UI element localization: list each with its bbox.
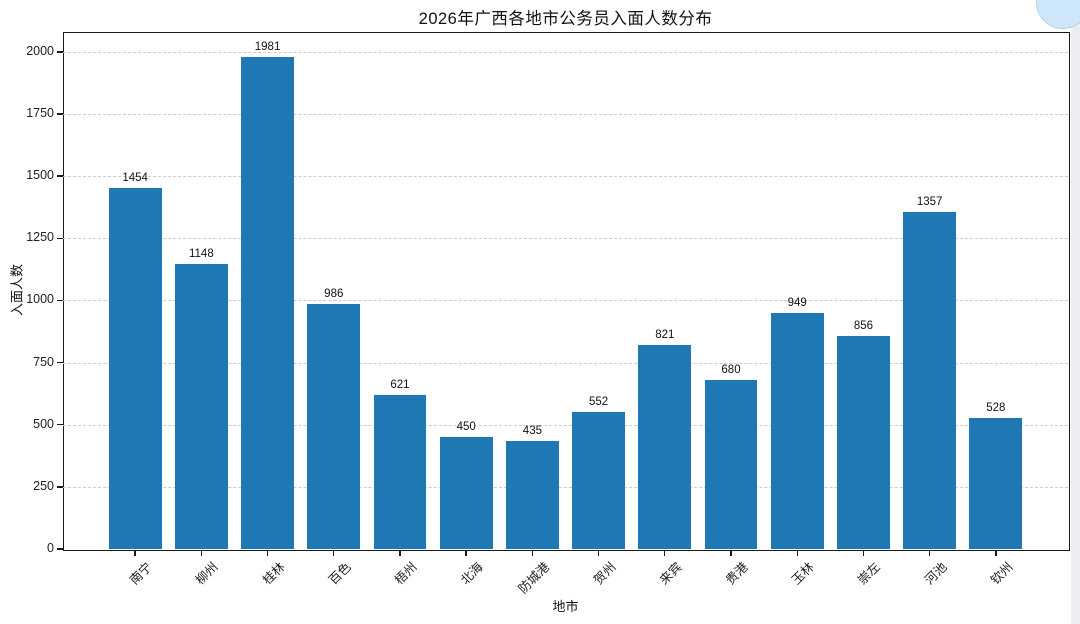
- y-axis-label: 入面人数: [9, 263, 25, 317]
- y-tick-mark: [57, 486, 63, 488]
- x-tick-label: 玉林: [789, 559, 817, 588]
- x-tick-label: 北海: [458, 559, 486, 588]
- bar-钦州: [969, 417, 1023, 549]
- bar-value-label: 435: [522, 424, 542, 437]
- bar-桂林: [241, 56, 295, 549]
- y-tick-label: 250: [33, 478, 54, 493]
- y-tick-mark: [57, 424, 63, 426]
- bar-梧州: [373, 394, 427, 549]
- x-tick-mark: [597, 550, 600, 556]
- bar-河池: [903, 211, 957, 549]
- x-axis-label: 地市: [552, 599, 579, 614]
- y-tick-mark: [57, 51, 63, 53]
- y-tick-label: 1500: [26, 168, 54, 183]
- bar-贵港: [704, 379, 758, 549]
- chart-title: 2026年广西各地市公务员入面人数分布: [418, 10, 713, 28]
- gridline: [63, 424, 1068, 426]
- y-tick-label: 500: [33, 416, 54, 431]
- x-tick-mark: [928, 550, 931, 556]
- x-tick-mark: [995, 550, 997, 556]
- y-tick-label: 1250: [26, 230, 54, 245]
- y-tick-mark: [57, 113, 63, 115]
- gridline: [63, 362, 1068, 364]
- bar-value-label: 450: [456, 421, 476, 434]
- bar-value-label: 621: [390, 378, 410, 391]
- bar-value-label: 949: [787, 297, 807, 310]
- y-tick-mark: [57, 299, 63, 302]
- bar-崇左: [836, 336, 890, 549]
- bar-南宁: [108, 187, 162, 549]
- gridline: [63, 300, 1068, 302]
- bar-value-label: 1981: [254, 40, 281, 53]
- y-tick-label: 2000: [26, 43, 54, 58]
- x-tick-label: 柳州: [193, 559, 222, 588]
- bar-value-label: 1454: [122, 171, 148, 184]
- page-edge-strip: [1071, 0, 1080, 624]
- x-tick-label: 梧州: [392, 559, 420, 588]
- bar-value-label: 1148: [188, 247, 214, 260]
- bar-贺州: [572, 411, 626, 549]
- plot-area: [63, 32, 1070, 551]
- y-tick-mark: [57, 175, 63, 177]
- bar-防城港: [505, 440, 559, 549]
- bar-value-label: 986: [324, 287, 344, 300]
- x-tick-label: 防城港: [515, 559, 553, 597]
- x-tick-label: 钦州: [987, 559, 1016, 588]
- x-tick-mark: [531, 550, 534, 556]
- gridline: [63, 238, 1068, 240]
- x-tick-mark: [266, 550, 269, 556]
- x-tick-mark: [333, 550, 335, 556]
- x-tick-label: 崇左: [855, 559, 884, 588]
- gridline: [63, 114, 1068, 116]
- bar-value-label: 680: [721, 363, 741, 376]
- y-tick-label: 750: [33, 354, 54, 369]
- gridline: [63, 486, 1068, 488]
- bar-value-label: 821: [655, 328, 675, 341]
- bar-value-label: 1357: [916, 195, 943, 208]
- x-tick-mark: [200, 550, 203, 556]
- x-tick-mark: [465, 550, 467, 556]
- x-tick-label: 来宾: [656, 559, 685, 588]
- bar-玉林: [770, 313, 824, 549]
- y-tick-mark: [57, 237, 63, 239]
- x-tick-label: 贵港: [723, 559, 751, 588]
- gridline: [63, 51, 1068, 53]
- x-tick-mark: [664, 550, 666, 556]
- x-tick-mark: [399, 550, 401, 556]
- x-tick-mark: [730, 550, 732, 556]
- gridline: [63, 176, 1068, 178]
- y-tick-mark: [57, 361, 63, 364]
- y-tick-label: 1750: [26, 106, 54, 121]
- bar-来宾: [638, 344, 692, 549]
- y-tick-label: 1000: [26, 292, 54, 307]
- bar-百色: [307, 303, 361, 549]
- x-tick-label: 南宁: [127, 559, 155, 588]
- x-tick-mark: [134, 550, 136, 556]
- y-tick-mark: [57, 548, 63, 550]
- x-tick-mark: [796, 550, 798, 556]
- x-tick-label: 贺州: [590, 559, 619, 588]
- bar-value-label: 552: [589, 395, 609, 408]
- bar-value-label: 856: [853, 320, 874, 333]
- bar-北海: [439, 437, 493, 549]
- bar-柳州: [174, 263, 228, 549]
- x-tick-label: 百色: [325, 559, 354, 588]
- x-tick-mark: [862, 550, 865, 556]
- y-tick-label: 0: [47, 541, 54, 555]
- x-tick-label: 河池: [921, 559, 950, 588]
- bar-value-label: 528: [986, 401, 1006, 414]
- x-tick-label: 桂林: [259, 559, 288, 588]
